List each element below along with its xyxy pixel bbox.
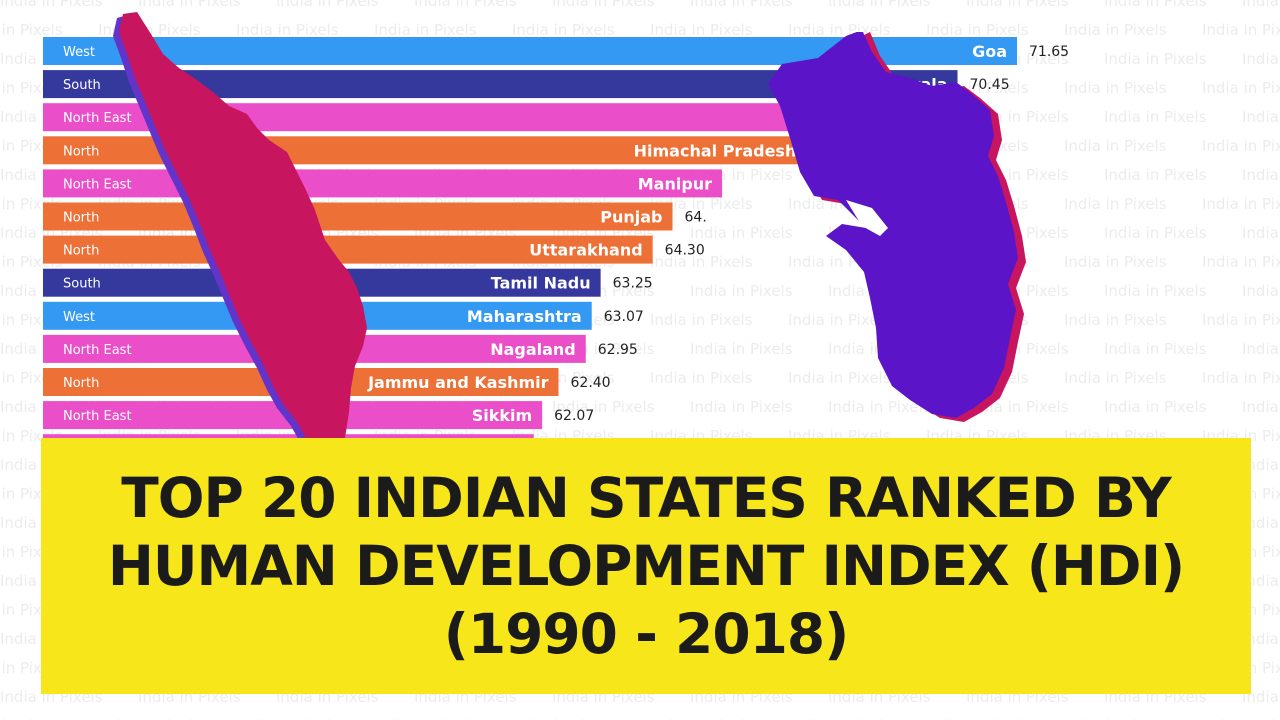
title-banner: TOP 20 INDIAN STATES RANKED BY HUMAN DEV…	[41, 438, 1251, 694]
region-label: South	[63, 78, 101, 93]
bar	[43, 169, 723, 198]
region-label: West	[63, 310, 95, 325]
state-label: Tamil Nadu	[491, 274, 591, 293]
state-label: Punjab	[600, 208, 662, 227]
kerala-map-icon	[113, 12, 367, 468]
region-label: North	[63, 376, 99, 391]
title-line-2: HUMAN DEVELOPMENT INDEX (HDI)	[107, 534, 1185, 598]
region-label: North East	[63, 343, 132, 358]
value-label: 64.30	[665, 243, 705, 259]
value-label: 63.07	[604, 309, 644, 325]
region-label: North East	[63, 177, 132, 192]
value-label: 62.40	[571, 375, 611, 391]
value-label: 62.95	[598, 342, 638, 358]
state-label: Nagaland	[490, 340, 576, 359]
title-line-1: TOP 20 INDIAN STATES RANKED BY	[121, 466, 1171, 530]
bar	[43, 202, 673, 231]
state-label: Goa	[972, 42, 1007, 61]
value-label: 64.	[685, 210, 707, 226]
region-label: North East	[63, 409, 132, 424]
goa-map-icon	[768, 32, 1026, 422]
bar	[43, 235, 653, 264]
region-label: West	[63, 45, 95, 60]
region-label: North	[63, 244, 99, 259]
value-label: 71.65	[1029, 44, 1069, 60]
value-label: 62.07	[554, 408, 594, 424]
value-label: 63.25	[613, 276, 653, 292]
value-label: 70.45	[970, 77, 1010, 93]
state-label: Uttarakhand	[529, 241, 642, 260]
state-label: Sikkim	[472, 406, 532, 425]
state-label: Maharashtra	[467, 307, 582, 326]
state-label: Jammu and Kashmir	[367, 373, 549, 392]
region-label: North	[63, 144, 99, 159]
state-label: Himachal Pradesh	[634, 141, 797, 160]
region-label: North East	[63, 111, 132, 126]
region-label: North	[63, 211, 99, 226]
region-label: South	[63, 277, 101, 292]
title-line-3: (1990 - 2018)	[443, 602, 850, 666]
state-label: Manipur	[638, 174, 712, 193]
